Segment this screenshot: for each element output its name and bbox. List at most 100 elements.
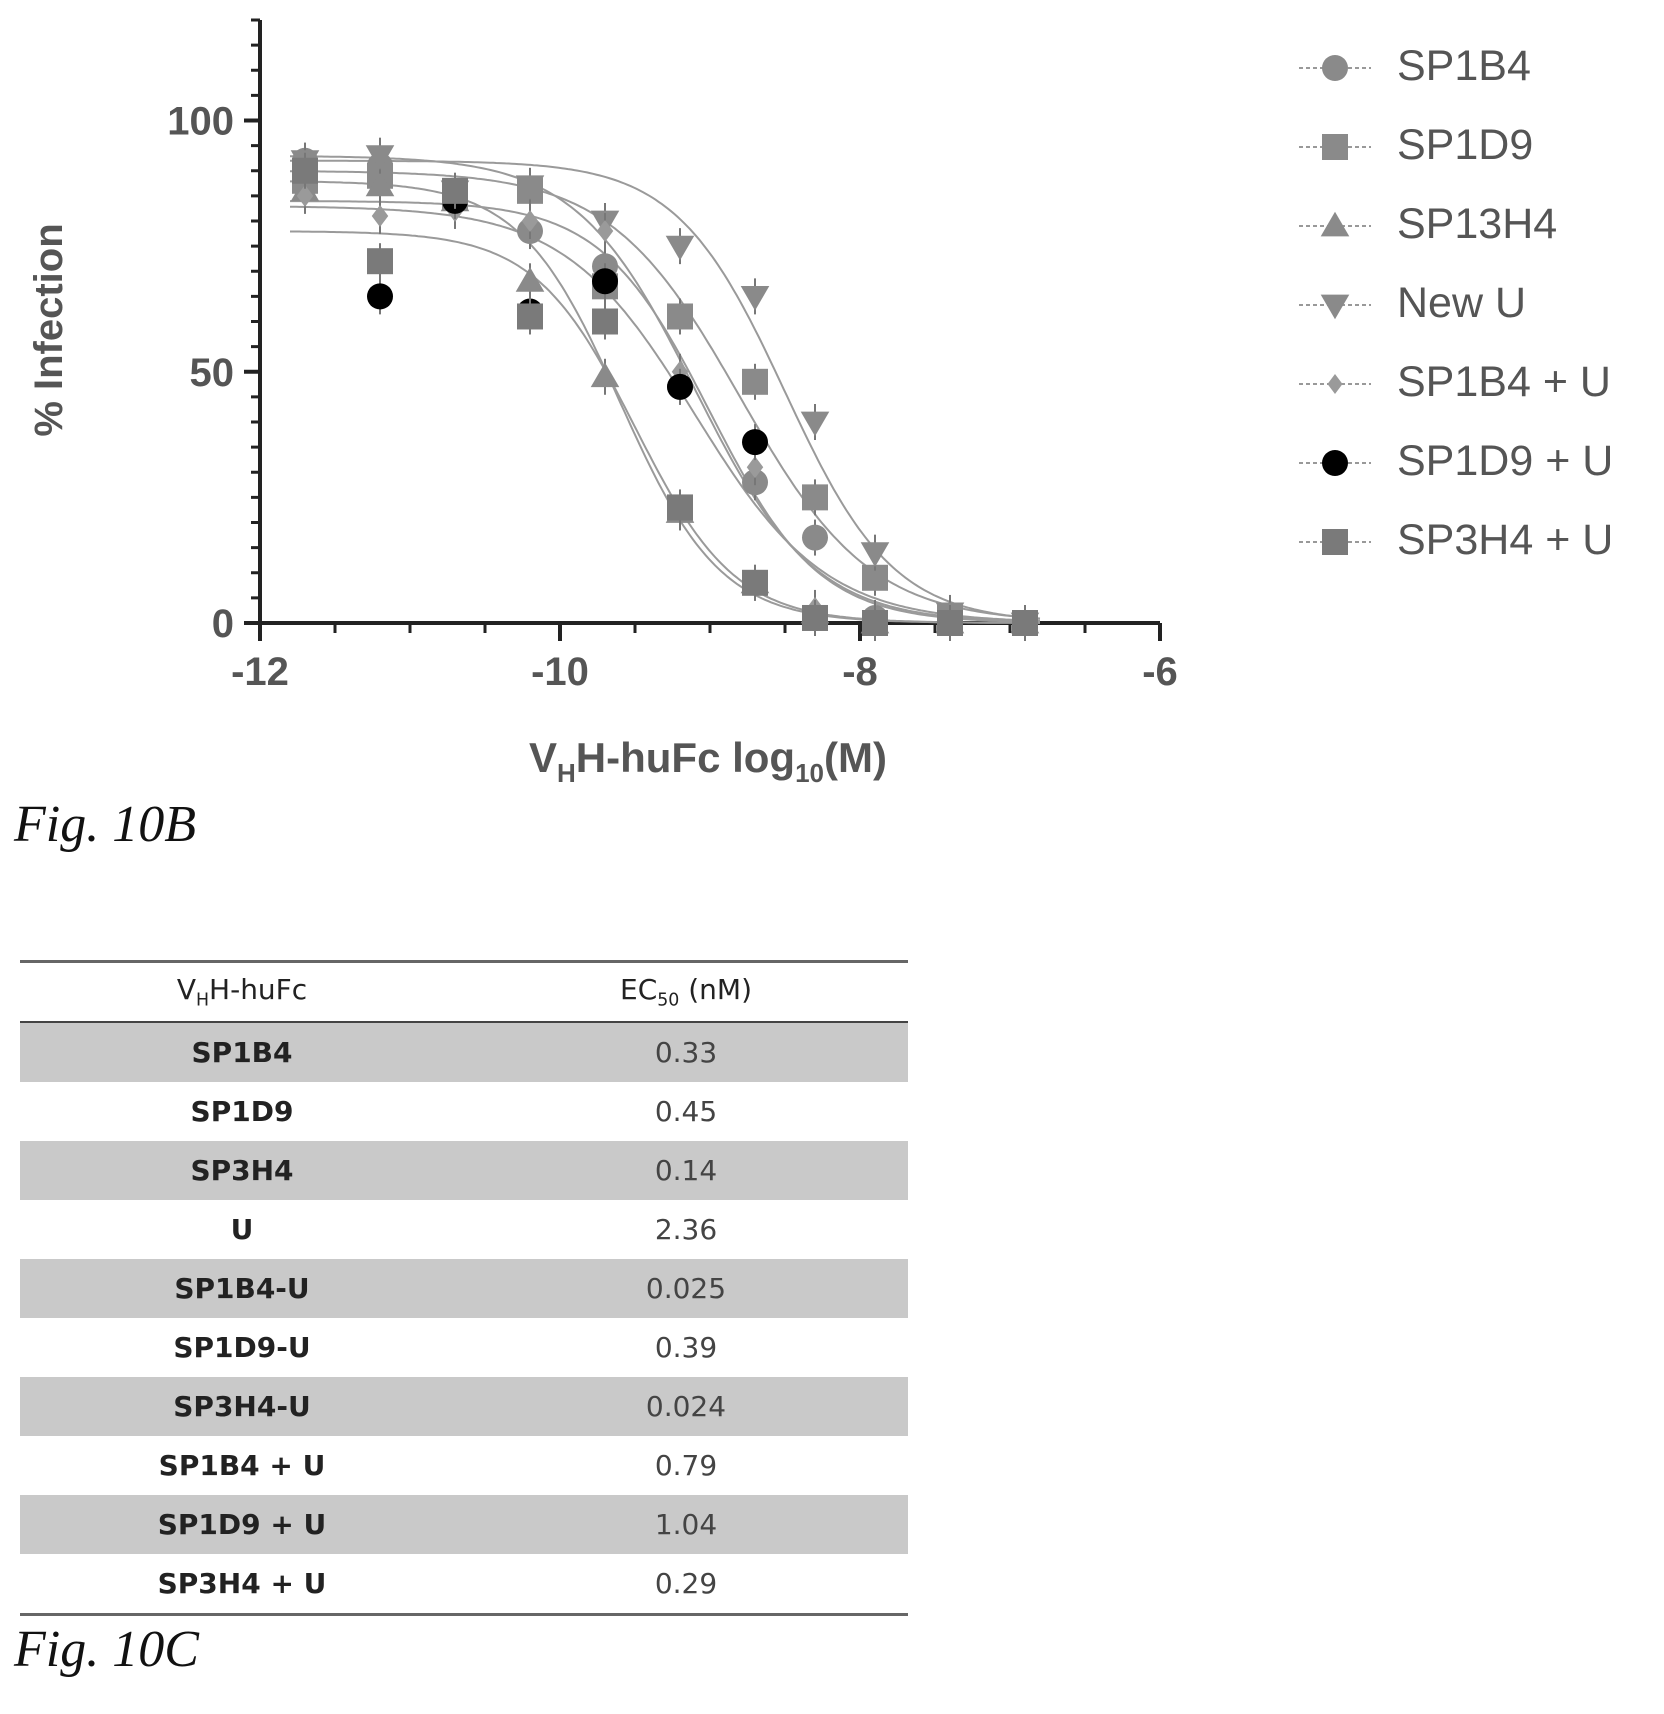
data-point-series-5 (367, 283, 393, 310)
fit-curve-0 (290, 155, 1040, 623)
axes: 0 50 100 -12 -10 -8 -6 (167, 18, 1178, 694)
x-label-tail: (M) (824, 734, 887, 781)
table-cell-ec50: 0.79 (654, 1449, 718, 1482)
table-cell-antibody: U (230, 1213, 254, 1246)
table-row: SP1B4-U 0.025 (20, 1259, 908, 1318)
x-label-sub1: H (557, 758, 576, 788)
legend-item: SP1D9 (1295, 117, 1664, 196)
table-cell-ec50: 1.04 (464, 1495, 908, 1554)
table-cell-antibody: SP1B4 + U (158, 1449, 326, 1482)
legend-marker (1322, 55, 1348, 81)
data-point-series-6 (667, 494, 693, 521)
table-row: SP1D9-U 0.39 (20, 1318, 908, 1377)
table-cell-ec50: 2.36 (654, 1213, 718, 1246)
table-cell-antibody: SP3H4 (20, 1141, 464, 1200)
table-row: SP1B4 + U 0.79 (20, 1436, 908, 1495)
y-tick-label: 100 (167, 100, 234, 144)
data-point-series-6 (367, 248, 393, 275)
legend-swatch (1299, 529, 1371, 555)
legend-swatch (1299, 450, 1371, 476)
data-point-series-5 (742, 429, 768, 456)
legend-label: SP3H4 + U (1397, 516, 1614, 564)
legend-label: New U (1397, 279, 1527, 327)
legend-marker (1322, 450, 1348, 476)
figure-label-10b: Fig. 10B (14, 796, 196, 853)
table-cell-antibody: SP1D9 (190, 1095, 294, 1128)
y-axis-label: % Infection (27, 223, 71, 436)
legend-item: SP1D9 + U (1295, 433, 1664, 512)
legend-label: SP1D9 + U (1397, 437, 1614, 485)
legend-swatch (1299, 211, 1371, 237)
table-cell-ec50: 0.024 (464, 1377, 908, 1436)
legend-label: SP1B4 + U (1397, 358, 1611, 406)
fit-curve-1 (290, 170, 1041, 620)
x-tick-label: -6 (1142, 650, 1178, 694)
table-cell-antibody: SP1B4 (20, 1022, 464, 1082)
table-cell-ec50: 0.14 (464, 1141, 908, 1200)
table-cell-ec50: 0.39 (654, 1331, 718, 1364)
data-point-series-6 (1012, 610, 1038, 636)
table-cell-ec50: 0.025 (464, 1259, 908, 1318)
data-point-series-6 (742, 569, 768, 596)
x-label-sub2: 10 (795, 758, 824, 788)
data-point-series-5 (667, 373, 693, 400)
table-cell-ec50: 0.33 (464, 1022, 908, 1082)
legend-swatch (1299, 374, 1371, 394)
data-point-series-4 (296, 184, 314, 207)
data-point-series-1 (742, 368, 768, 395)
legend-marker (1320, 211, 1350, 237)
legend-item: SP13H4 (1295, 196, 1664, 275)
table-header-row: VHH-huFc EC50 (nM) (20, 960, 908, 1023)
legend-label: SP1B4 (1397, 42, 1531, 90)
data-point-series-1 (802, 484, 828, 511)
table-row: SP3H4-U 0.024 (20, 1377, 908, 1436)
legend-marker (1322, 134, 1348, 160)
data-point-series-4 (521, 210, 539, 232)
legend-label: SP13H4 (1397, 200, 1558, 248)
y-tick-label: 0 (212, 602, 234, 646)
legend-item: New U (1295, 275, 1664, 354)
data-point-series-2 (590, 362, 620, 388)
legend-label: SP1D9 (1397, 121, 1534, 169)
legend-item: SP1B4 (1295, 38, 1664, 117)
table-row: SP1D9 0.45 (20, 1082, 908, 1141)
table-row: SP1D9 + U 1.04 (20, 1495, 908, 1554)
data-point-series-5 (592, 268, 618, 295)
legend-swatch (1299, 55, 1371, 81)
data-point-series-3 (860, 542, 890, 567)
data-point-series-6 (517, 303, 543, 330)
data-point-series-4 (596, 220, 614, 243)
table-row: SP3H4 + U 0.29 (20, 1554, 908, 1616)
legend-swatch (1299, 294, 1371, 320)
ec50-table: VHH-huFc EC50 (nM) SP1B4 0.33 SP1D9 0.45 SP3… (20, 960, 908, 1616)
fit-curve-5 (290, 205, 1041, 622)
y-tick-label: 50 (190, 351, 235, 395)
table-cell-ec50: 0.29 (464, 1554, 908, 1616)
table-row: U 2.36 (20, 1200, 908, 1259)
data-point-series-2 (515, 267, 545, 292)
fit-curves (290, 155, 1041, 624)
column-header-ec50: EC50 (nM) (464, 960, 908, 1023)
figure-label-10c: Fig. 10C (14, 1621, 199, 1678)
legend-item: SP3H4 + U (1295, 512, 1664, 591)
chart-legend: SP1B4 SP1D9 SP13H4 New U SP1B4 + U SP1D9 + U S… (1295, 38, 1664, 591)
table-cell-antibody: SP1D9 + U (20, 1495, 464, 1554)
legend-marker (1327, 374, 1343, 394)
table-cell-antibody: SP1B4-U (20, 1259, 464, 1318)
data-point-series-3 (515, 175, 545, 201)
data-point-series-3 (740, 285, 770, 311)
data-point-series-1 (667, 303, 693, 330)
x-tick-label: -10 (531, 650, 589, 694)
data-point-series-6 (292, 157, 318, 184)
data-point-series-4 (371, 204, 389, 227)
data-point-series-6 (937, 610, 963, 636)
data-point-series-3 (365, 145, 395, 170)
fit-curve-6 (290, 230, 1040, 624)
fit-curve-3 (290, 159, 1041, 620)
x-label-main: V (529, 734, 557, 781)
data-point-series-4 (746, 456, 764, 479)
legend-swatch (1299, 134, 1371, 160)
legend-marker (1320, 294, 1350, 320)
data-point-series-6 (862, 610, 888, 636)
data-point-series-2 (365, 171, 395, 197)
